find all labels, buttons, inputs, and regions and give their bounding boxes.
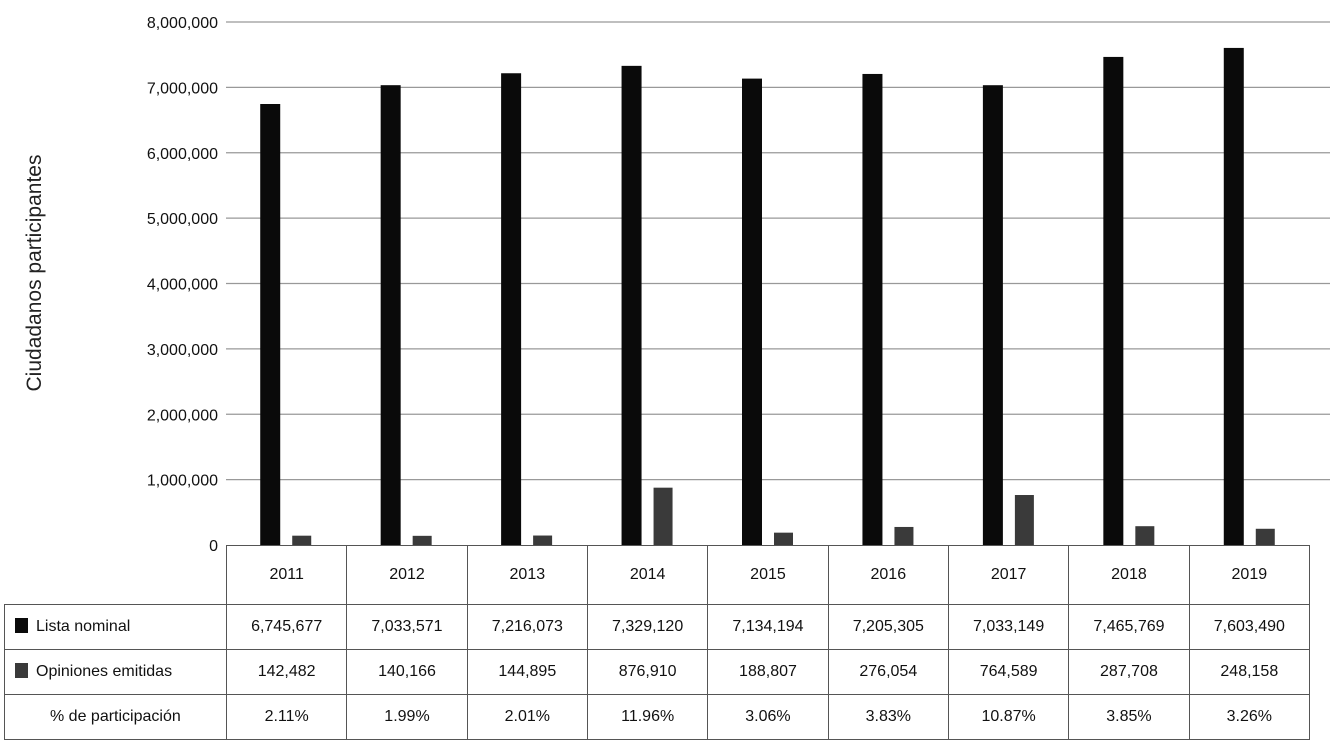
data-label: 1.99%: [346, 694, 468, 740]
data-label: 7,205,305: [827, 604, 949, 650]
row-label: Opiniones emitidas: [36, 663, 173, 680]
y-tick-label: 6,000,000: [147, 146, 218, 163]
bar-lista-nominal: [1223, 47, 1244, 545]
x-tick-label: 2016: [827, 545, 949, 605]
data-label: 7,033,571: [346, 604, 468, 650]
y-axis-label: Ciudadanos participantes: [10, 0, 60, 545]
bar-opiniones-emitidas: [653, 487, 673, 545]
y-tick-label: 2,000,000: [147, 407, 218, 424]
table-row: Lista nominal 6,745,677 7,033,571 7,216,073…: [4, 604, 1311, 650]
legend-entry: % de participación: [4, 694, 227, 740]
legend-swatch-icon: [15, 663, 28, 678]
row-label: Lista nominal: [36, 618, 131, 635]
bar-lista-nominal: [501, 73, 522, 545]
bar-lista-nominal: [742, 78, 762, 546]
data-label: 248,158: [1188, 649, 1311, 695]
table-row: Opiniones emitidas 142,482 140,166 144,895 8…: [4, 649, 1311, 695]
x-tick-label: 2018: [1068, 545, 1190, 605]
data-label: 11.96%: [586, 694, 709, 740]
data-label: 7,216,073: [466, 604, 588, 650]
bar-opiniones-emitidas: [894, 526, 914, 545]
x-tick-label: 2019: [1188, 545, 1311, 605]
data-label: 287,708: [1068, 649, 1190, 695]
x-tick-label: 2017: [947, 545, 1070, 605]
row-label: % de participación: [50, 708, 181, 725]
x-tick-label: 2011: [225, 545, 348, 605]
bar-opiniones-emitidas: [1255, 528, 1275, 545]
legend-entry: Lista nominal: [4, 604, 227, 650]
data-label: 142,482: [225, 649, 348, 695]
bar-opiniones-emitidas: [1135, 526, 1155, 545]
y-axis-label-text: Ciudadanos participantes: [23, 154, 46, 391]
bar-opiniones-emitidas: [292, 535, 312, 545]
data-label: 144,895: [466, 649, 588, 695]
data-label: 3.26%: [1188, 694, 1311, 740]
x-tick-label: 2012: [346, 545, 468, 605]
table-header-row: 2011 2012 2013 2014 2015 2016 2017 2018 2019: [4, 545, 1311, 605]
bar-opiniones-emitidas: [1014, 495, 1034, 545]
data-label: 3.85%: [1068, 694, 1190, 740]
y-tick-label: 5,000,000: [147, 211, 218, 228]
data-label: 140,166: [346, 649, 468, 695]
data-label: 7,033,149: [947, 604, 1070, 650]
y-tick-label: 1,000,000: [147, 473, 218, 490]
bar-lista-nominal: [982, 85, 1003, 545]
data-table: 2011 2012 2013 2014 2015 2016 2017 2018 2019 List…: [4, 545, 1311, 740]
data-label: 6,745,677: [225, 604, 348, 650]
data-label: 3.06%: [707, 694, 829, 740]
bar-lista-nominal: [1103, 56, 1124, 545]
table-row: % de participación 2.11% 1.99% 2.01% 11.96% 3…: [4, 694, 1311, 740]
bar-lista-nominal: [862, 73, 883, 545]
x-tick-label: 2015: [707, 545, 829, 605]
legend-swatch-icon: [15, 618, 28, 633]
data-label: 7,603,490: [1188, 604, 1311, 650]
y-tick-label: 7,000,000: [147, 80, 218, 97]
data-label: 7,329,120: [586, 604, 709, 650]
bar-lista-nominal: [621, 65, 642, 546]
bar-opiniones-emitidas: [774, 532, 793, 545]
bar-lista-nominal: [260, 104, 281, 545]
y-tick-label: 4,000,000: [147, 277, 218, 294]
data-label: 3.83%: [827, 694, 949, 740]
bar-opiniones-emitidas: [533, 535, 553, 545]
data-label: 276,054: [827, 649, 949, 695]
data-label: 7,134,194: [707, 604, 829, 650]
y-tick-label: 3,000,000: [147, 342, 218, 359]
bar-lista-nominal: [380, 85, 401, 545]
data-label: 876,910: [586, 649, 709, 695]
bar-opiniones-emitidas: [412, 535, 432, 545]
table-corner: [4, 545, 227, 605]
data-label: 188,807: [707, 649, 829, 695]
x-tick-label: 2014: [586, 545, 709, 605]
data-label: 764,589: [947, 649, 1070, 695]
data-label: 2.11%: [225, 694, 348, 740]
y-tick-label: 8,000,000: [147, 15, 218, 32]
data-label: 7,465,769: [1068, 604, 1190, 650]
x-tick-label: 2013: [466, 545, 588, 605]
data-label: 2.01%: [466, 694, 588, 740]
legend-entry: Opiniones emitidas: [4, 649, 227, 695]
data-label: 10.87%: [947, 694, 1070, 740]
